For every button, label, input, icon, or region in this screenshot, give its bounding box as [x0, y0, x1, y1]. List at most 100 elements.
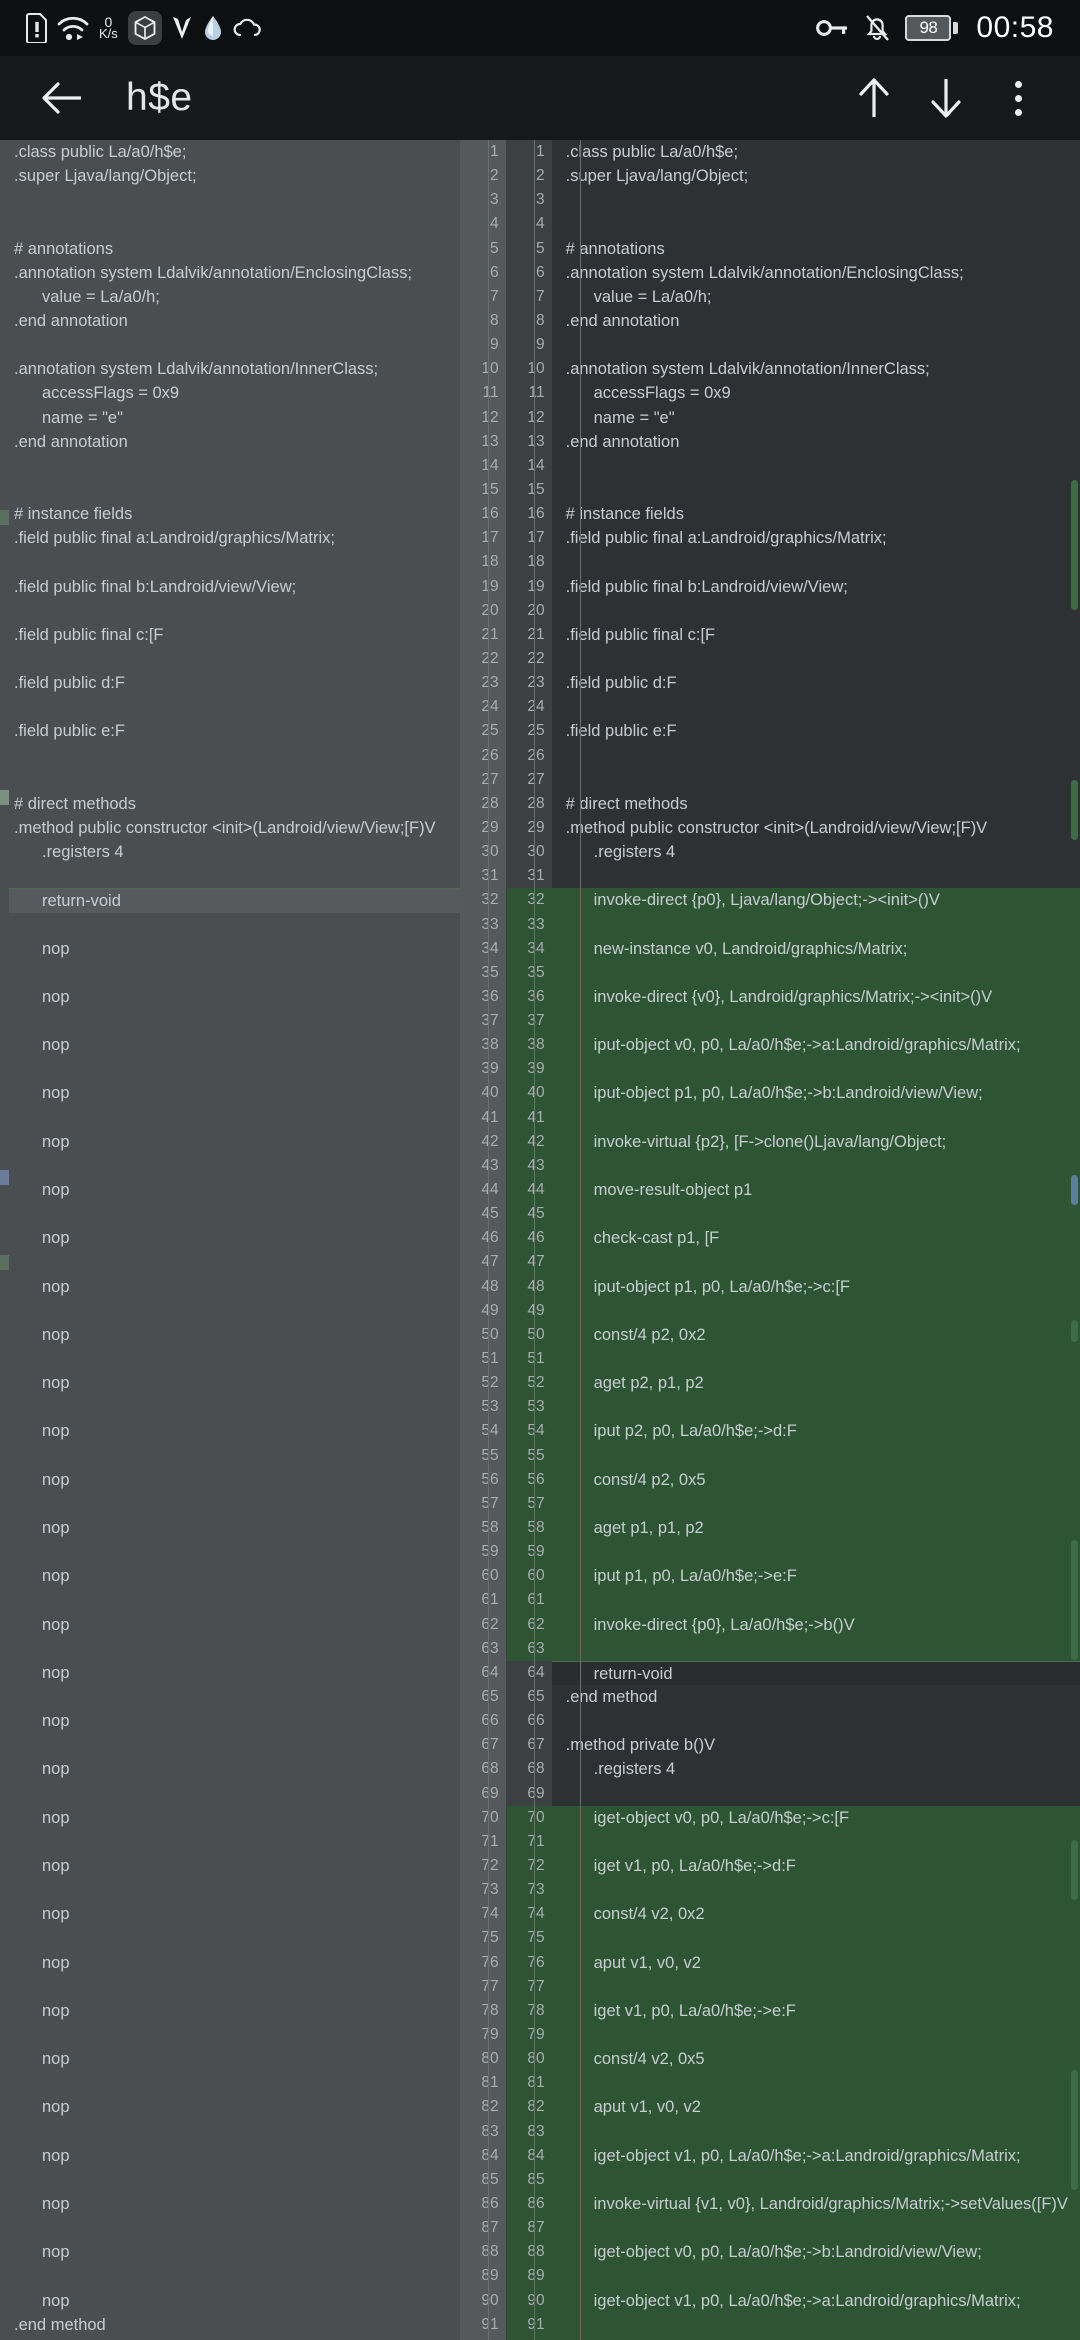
diff-line-old[interactable]	[0, 1733, 460, 1757]
diff-line-old[interactable]: nop	[42, 1181, 70, 1200]
diff-line-old[interactable]: .class public La/a0/h$e;	[14, 143, 187, 161]
diff-line-new[interactable]	[551, 550, 1080, 575]
diff-line-new[interactable]: iget-object v1, p0, La/a0/h$e;->a:Landro…	[551, 2288, 1080, 2313]
diff-line-old[interactable]	[0, 212, 460, 236]
diff-line-old[interactable]: nop	[42, 1856, 70, 1875]
diff-line-old[interactable]: nop	[42, 1953, 70, 1972]
diff-line-old[interactable]	[0, 1154, 460, 1178]
diff-line-old[interactable]: value = La/a0/h;	[42, 287, 160, 306]
diff-line-old[interactable]	[0, 768, 460, 792]
diff-line-new[interactable]: aget p2, p1, p2	[551, 1371, 1080, 1396]
diff-line-new[interactable]	[551, 1153, 1080, 1179]
diff-line-new[interactable]	[551, 695, 1080, 720]
diff-line-new[interactable]	[551, 453, 1080, 478]
diff-line-old[interactable]	[0, 1250, 460, 1274]
diff-line-old[interactable]: nop	[42, 1132, 70, 1151]
diff-line-old[interactable]: .end annotation	[14, 311, 128, 330]
diff-line-new[interactable]: .method private b()V	[551, 1733, 1080, 1758]
diff-line-new[interactable]: iget-object v0, p0, La/a0/h$e;->c:[F	[551, 1805, 1080, 1830]
diff-line-old[interactable]	[0, 2216, 460, 2240]
diff-line-old[interactable]: nop	[42, 987, 70, 1006]
diff-line-old[interactable]	[0, 478, 460, 502]
diff-line-new[interactable]: check-cast p1, [F	[551, 1226, 1080, 1251]
diff-line-new[interactable]: # direct methods	[551, 791, 1080, 816]
diff-line-old[interactable]	[0, 1588, 460, 1612]
diff-line-old[interactable]: nop	[42, 2194, 70, 2213]
diff-line-old[interactable]: nop	[42, 1663, 70, 1682]
diff-line-new[interactable]	[551, 1540, 1080, 1565]
diff-line-old[interactable]: .field public e:F	[14, 722, 125, 741]
diff-line-new[interactable]	[551, 2167, 1080, 2192]
diff-line-new[interactable]: aput v1, v0, v2	[551, 2095, 1080, 2120]
diff-line-old[interactable]	[0, 744, 460, 768]
diff-line-old[interactable]	[0, 1009, 460, 1033]
diff-line-old[interactable]: nop	[42, 2146, 70, 2165]
scroll-overview-marker[interactable]	[1071, 1175, 1078, 1205]
scroll-overview-marker[interactable]	[1071, 1540, 1078, 1660]
diff-line-old[interactable]: nop	[42, 1760, 70, 1779]
diff-line-old[interactable]: name = "e"	[42, 408, 123, 427]
diff-line-new[interactable]	[551, 1443, 1080, 1468]
diff-line-new[interactable]: .field public d:F	[551, 671, 1080, 696]
diff-line-new[interactable]: const/4 v2, 0x2	[551, 1902, 1080, 1927]
diff-line-old[interactable]: nop	[42, 1519, 70, 1538]
diff-line-old[interactable]	[0, 1444, 460, 1468]
diff-line-new[interactable]: iput-object p1, p0, La/a0/h$e;->b:Landro…	[551, 1081, 1080, 1106]
diff-line-old[interactable]	[0, 550, 460, 574]
diff-line-old[interactable]	[0, 2071, 460, 2095]
diff-line-new[interactable]: .field public final c:[F	[551, 622, 1080, 647]
diff-line-old[interactable]: nop	[42, 1374, 70, 1393]
diff-line-new[interactable]: .registers 4	[551, 1757, 1080, 1782]
diff-line-old[interactable]: .end method	[14, 2315, 106, 2334]
diff-line-new[interactable]	[551, 1395, 1080, 1420]
diff-line-new[interactable]	[551, 212, 1080, 237]
diff-line-new[interactable]: .field public e:F	[551, 719, 1080, 744]
diff-line-new[interactable]: const/4 p2, 0x5	[551, 1467, 1080, 1492]
diff-line-old[interactable]: # direct methods	[14, 794, 136, 813]
diff-line-new[interactable]: iget v1, p0, La/a0/h$e;->e:F	[551, 1998, 1080, 2023]
diff-line-new[interactable]: aput v1, v0, v2	[551, 1950, 1080, 1975]
diff-line-new[interactable]	[551, 188, 1080, 213]
diff-line-old[interactable]	[0, 1637, 460, 1661]
diff-line-old[interactable]: nop	[42, 1277, 70, 1296]
diff-line-old[interactable]: nop	[42, 2243, 70, 2262]
diff-line-old[interactable]	[0, 1685, 460, 1709]
diff-line-new[interactable]	[551, 767, 1080, 792]
diff-line-old[interactable]	[0, 1492, 460, 1516]
diff-line-new[interactable]	[551, 1250, 1080, 1275]
diff-line-new[interactable]: .method public constructor <init>(Landro…	[551, 815, 1080, 841]
scroll-overview-marker[interactable]	[1071, 1840, 1078, 1900]
diff-line-new[interactable]	[551, 2264, 1080, 2289]
diff-line-old[interactable]	[0, 1395, 460, 1419]
diff-line-old[interactable]: nop	[42, 2001, 70, 2020]
scroll-overview-marker[interactable]	[1071, 1320, 1078, 1342]
diff-line-old[interactable]	[0, 647, 460, 671]
diff-line-new[interactable]	[551, 333, 1080, 358]
diff-line-new[interactable]	[551, 912, 1080, 937]
diff-line-new[interactable]: iput p2, p0, La/a0/h$e;->d:F	[551, 1419, 1080, 1444]
diff-line-old[interactable]	[0, 961, 460, 985]
diff-line-new[interactable]: accessFlags = 0x9	[551, 381, 1080, 406]
diff-line-new[interactable]	[551, 1829, 1080, 1854]
diff-line-old[interactable]	[0, 1299, 460, 1323]
diff-line-old[interactable]	[0, 188, 460, 212]
diff-line-new[interactable]: iput-object p1, p0, La/a0/h$e;->c:[F	[551, 1274, 1080, 1299]
diff-line-new[interactable]: invoke-virtual {v1, v0}, Landroid/graphi…	[551, 2191, 1080, 2217]
back-button[interactable]	[26, 62, 98, 134]
diff-line-new[interactable]	[551, 1105, 1080, 1130]
diff-line-new[interactable]: .super Ljava/lang/Object;	[551, 164, 1080, 189]
diff-line-new[interactable]: iget-object v0, p0, La/a0/h$e;->b:Landro…	[551, 2240, 1080, 2265]
diff-line-old[interactable]: .annotation system Ldalvik/annotation/In…	[14, 360, 379, 379]
previous-diff-button[interactable]	[838, 62, 910, 134]
diff-line-old[interactable]: .field public d:F	[14, 674, 125, 693]
diff-line-old[interactable]	[0, 1975, 460, 1999]
diff-line-old[interactable]: nop	[42, 1615, 70, 1634]
diff-line-old[interactable]: nop	[42, 939, 70, 958]
diff-line-old[interactable]: .field public final a:Landroid/graphics/…	[14, 529, 336, 548]
diff-line-new[interactable]: .field public final a:Landroid/graphics/…	[551, 526, 1080, 551]
diff-line-old[interactable]: .method public constructor <init>(Landro…	[14, 818, 436, 837]
scroll-overview-marker[interactable]	[1071, 480, 1078, 610]
diff-line-new[interactable]: invoke-direct {p0}, Ljava/lang/Object;->…	[551, 888, 1080, 913]
diff-line-old[interactable]: nop	[42, 1712, 70, 1731]
diff-line-old[interactable]: .end annotation	[14, 432, 128, 451]
